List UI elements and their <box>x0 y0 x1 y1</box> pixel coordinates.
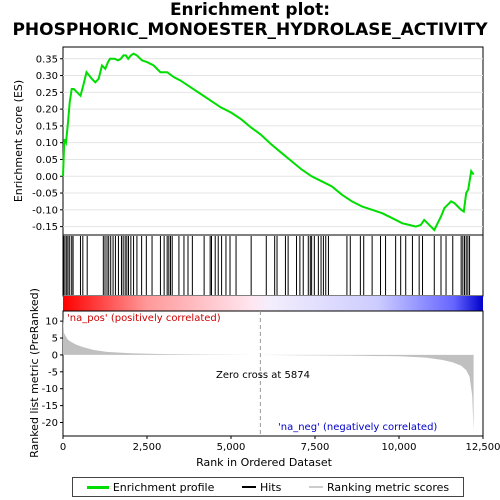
legend-label-ranking: Ranking metric scores <box>326 480 450 494</box>
top-y-tick-label: 0.35 <box>36 54 58 65</box>
top-y-tick-label: 0.10 <box>36 138 58 149</box>
title-line-1: Enrichment plot: <box>169 0 331 20</box>
x-axis: 0 2,500 5,000 7,500 10,000 12,500 <box>60 436 500 453</box>
top-grid <box>63 58 483 228</box>
bottom-panel-frame <box>62 310 484 437</box>
bottom-y-axis: 10 5 0 -5 -10 -15 -20 <box>42 317 63 429</box>
hits-swatch-icon <box>241 486 256 488</box>
neg-correlated-label: 'na_neg' (negatively correlated) <box>278 422 437 433</box>
top-y-tick-label: 0.20 <box>36 105 58 116</box>
legend-item-hits: Hits <box>241 480 282 494</box>
top-y-tick-label: -0.10 <box>32 205 58 216</box>
top-y-tick-label: 0.30 <box>36 71 58 82</box>
bottom-y-tick-label: 5 <box>52 334 58 345</box>
hits-marks <box>63 236 471 295</box>
chart-title: Enrichment plot: PHOSPHORIC_MONOESTER_HY… <box>0 0 500 40</box>
top-y-tick-label: -0.05 <box>32 189 58 200</box>
top-y-tick-label: -0.15 <box>32 222 58 233</box>
pos-correlated-label: 'na_pos' (positively correlated) <box>67 313 221 324</box>
bottom-y-tick-label: -20 <box>42 418 58 429</box>
ranking-swatch-icon <box>308 486 323 488</box>
enrichment-profile-line <box>62 52 475 232</box>
zero-cross-label: Zero cross at 5874 <box>216 370 310 381</box>
top-y-axis: 0.35 0.30 0.25 0.20 0.15 0.10 0.05 0.00 -0.05 -0.… <box>32 54 63 233</box>
legend-label-hits: Hits <box>259 480 282 494</box>
hits-panel-frame <box>62 234 484 297</box>
color-bar <box>63 296 483 311</box>
x-tick-label: 0 <box>60 442 66 453</box>
x-tick-label: 5,000 <box>217 442 246 453</box>
title-line-2: PHOSPHORIC_MONOESTER_HYDROLASE_ACTIVITY <box>12 20 488 40</box>
bottom-y-tick-label: 0 <box>52 350 58 361</box>
top-y-tick-label: 0.25 <box>36 88 58 99</box>
bottom-y-tick-label: -15 <box>42 401 58 412</box>
bottom-y-label: Ranked list metric (PreRanked) <box>28 288 41 458</box>
legend-label-enrichment: Enrichment profile <box>112 480 215 494</box>
top-y-tick-label: 0.00 <box>36 172 58 183</box>
top-y-tick-label: 0.05 <box>36 155 58 166</box>
x-tick-label: 2,500 <box>133 442 162 453</box>
bottom-y-tick-label: -10 <box>42 384 58 395</box>
bottom-y-tick-label: 10 <box>45 317 58 328</box>
legend: Enrichment profile Hits Ranking metric s… <box>72 477 464 497</box>
x-tick-label: 12,500 <box>466 442 500 453</box>
x-tick-label: 7,500 <box>301 442 330 453</box>
top-y-tick-label: 0.15 <box>36 121 58 132</box>
top-y-label: Enrichment score (ES) <box>12 80 25 202</box>
x-axis-label: Rank in Ordered Dataset <box>196 456 333 469</box>
enrichment-swatch-icon <box>86 485 109 489</box>
bottom-y-tick-label: -5 <box>48 367 58 378</box>
legend-item-enrichment: Enrichment profile <box>86 480 215 494</box>
x-tick-label: 10,000 <box>382 442 417 453</box>
legend-item-ranking: Ranking metric scores <box>308 480 450 494</box>
